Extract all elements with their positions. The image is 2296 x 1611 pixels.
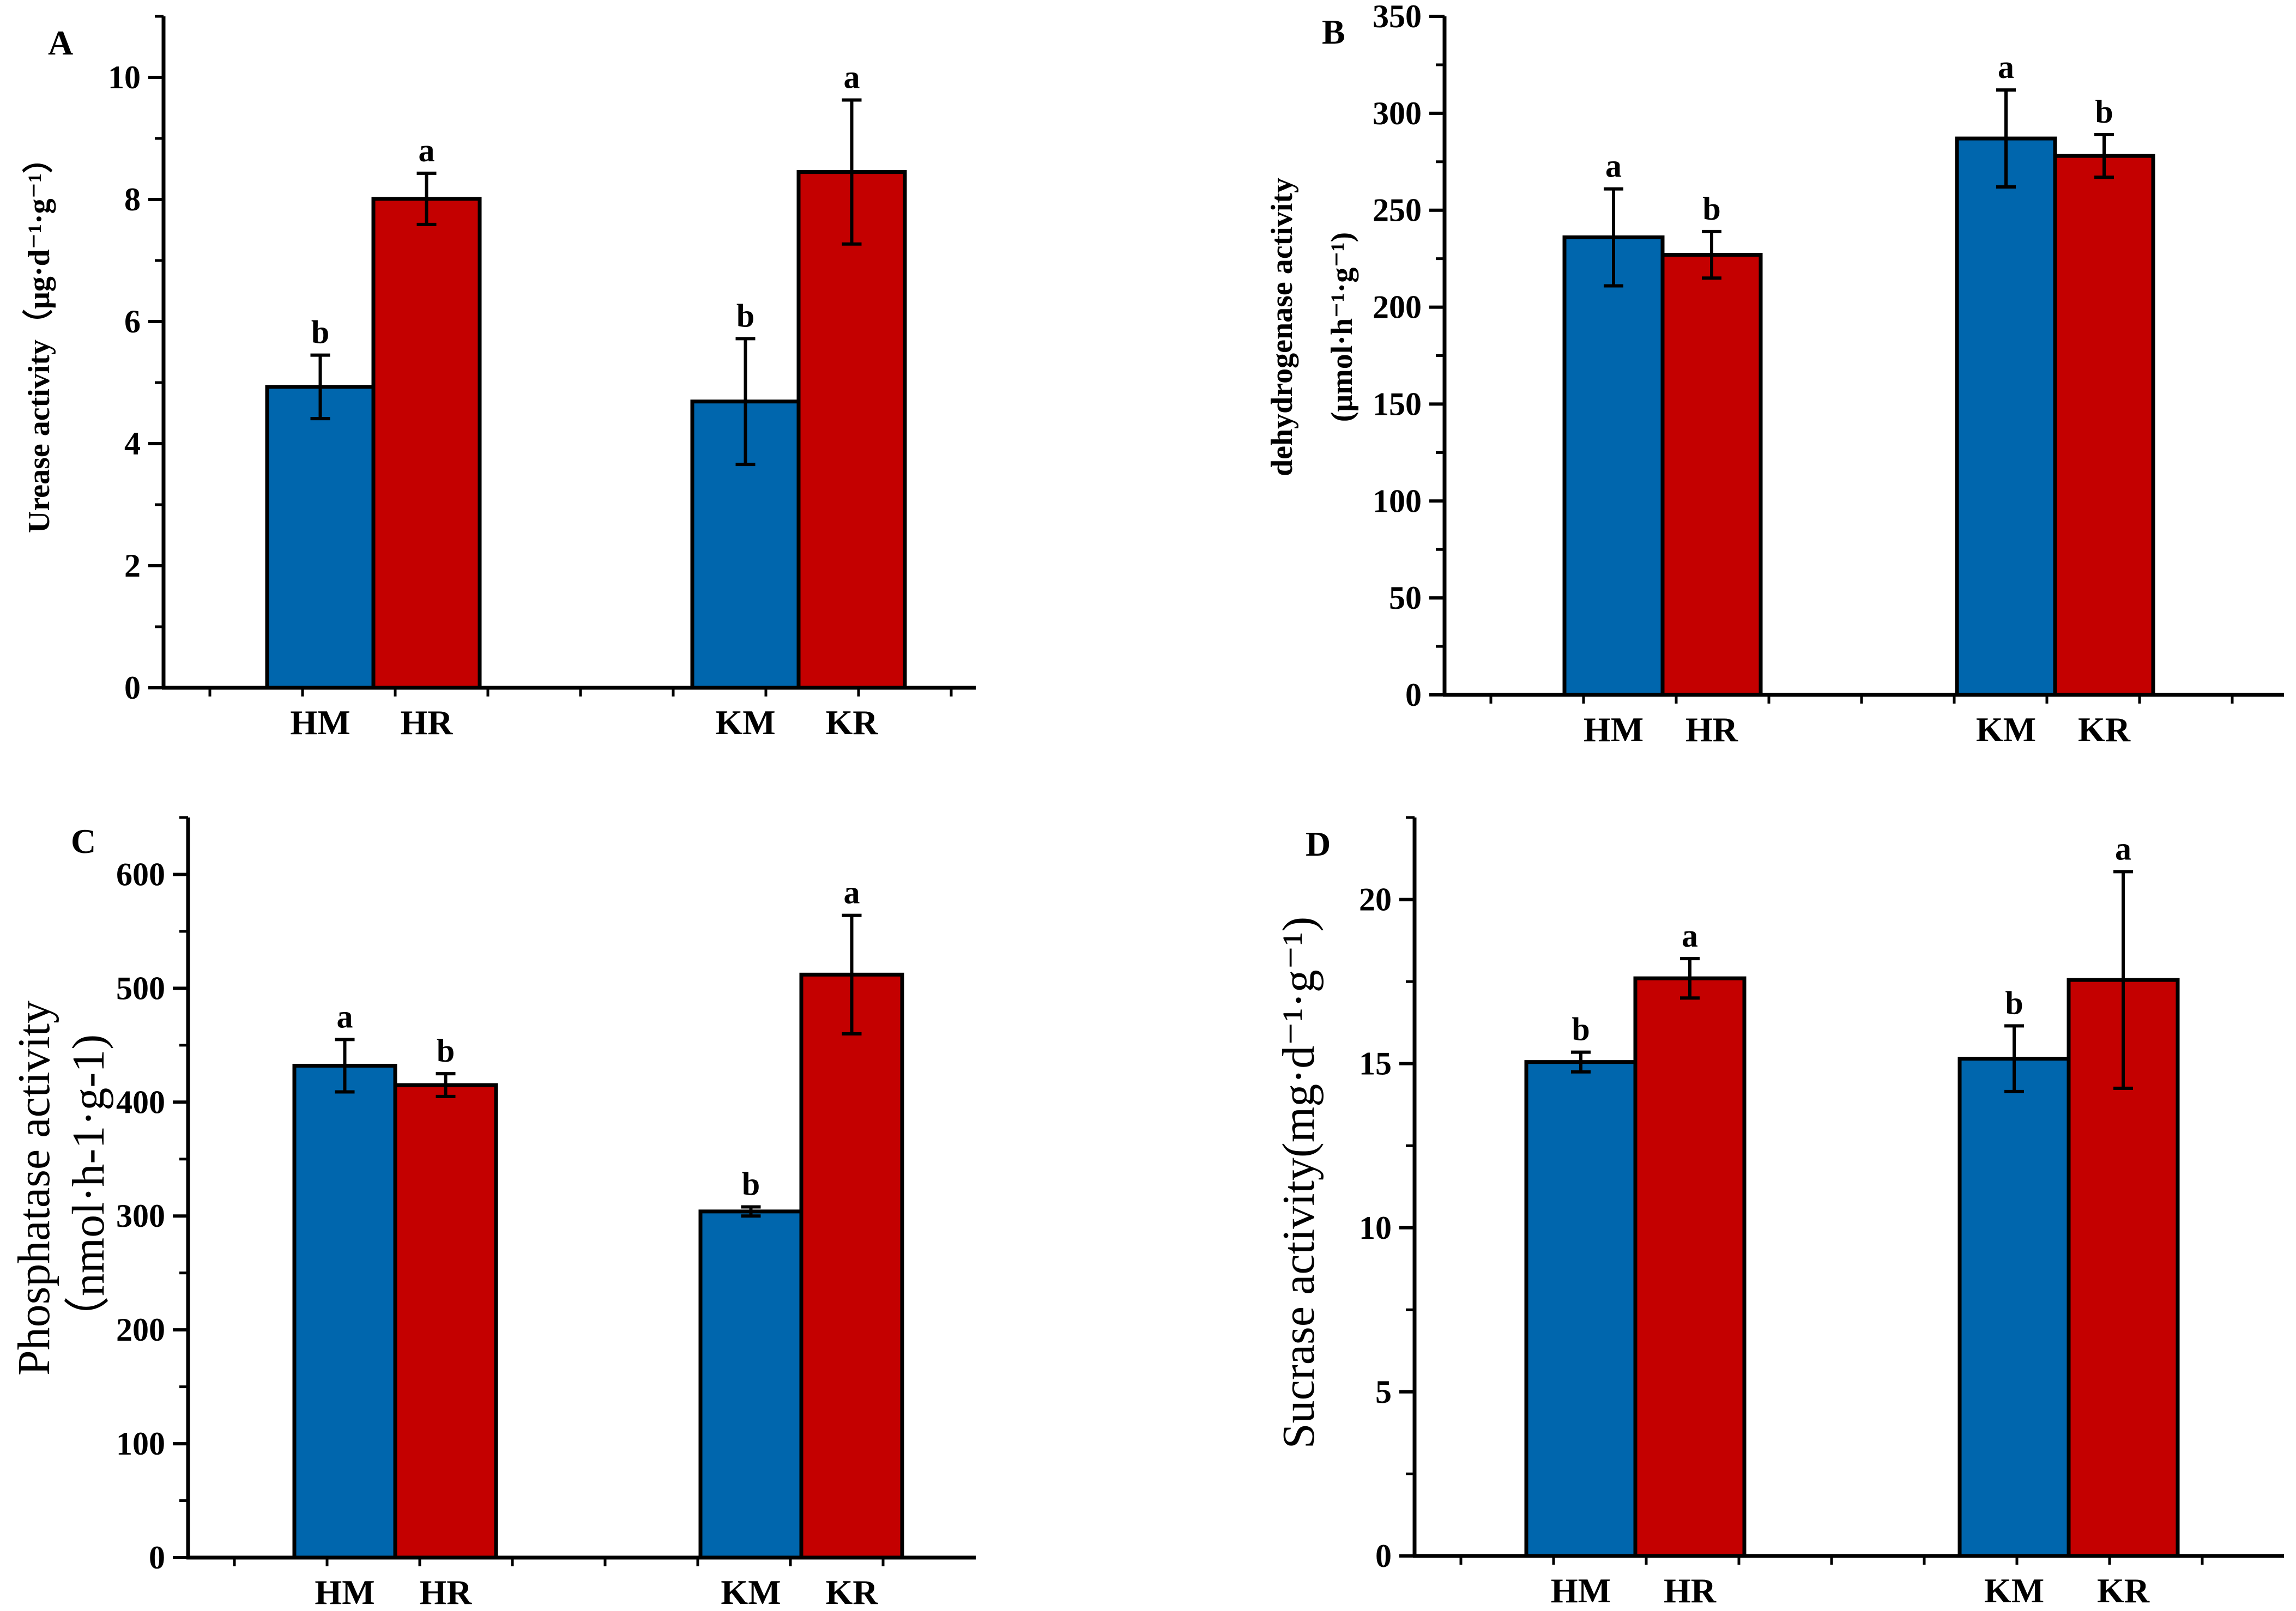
category-label-KR: KR	[2097, 1571, 2150, 1610]
category-label-HM: HM	[290, 703, 350, 742]
panel-letter: B	[1322, 13, 1345, 51]
bar-KM	[1955, 136, 2057, 697]
y-tick-label: 5	[1375, 1374, 1392, 1410]
category-label-KR: KR	[2078, 710, 2131, 749]
y-tick-label: 250	[1373, 192, 1422, 228]
sig-letter-HR: b	[1702, 191, 1720, 227]
category-label-KM: KM	[715, 703, 775, 742]
bar-HM	[292, 1063, 397, 1560]
category-label-HM: HM	[315, 1573, 374, 1611]
sig-letter-KR: a	[844, 875, 860, 911]
bar-KR	[2053, 154, 2155, 697]
y-tick-label: 0	[149, 1540, 165, 1576]
bar-HR	[371, 197, 482, 690]
category-label-KM: KM	[1984, 1571, 2044, 1610]
panel-letter: C	[71, 822, 96, 861]
category-label-HM: HM	[1551, 1571, 1611, 1610]
y-axis-label: Phosphatase activity	[9, 1001, 59, 1376]
y-axis-label: Urease activity（μg·d⁻¹·g⁻¹）	[22, 143, 56, 533]
sig-letter-HM: a	[337, 998, 353, 1034]
y-tick-label: 20	[1359, 882, 1392, 918]
y-tick-label: 100	[116, 1426, 165, 1462]
y-tick-label: 10	[108, 59, 141, 95]
sig-letter-KR: a	[2115, 831, 2131, 867]
y-tick-label: 15	[1359, 1046, 1392, 1082]
y-tick-label: 50	[1389, 580, 1422, 616]
sig-letter-KM: b	[736, 298, 754, 334]
panel-A: b HM a HR b KM a KR 0 2 4 6 8 10 A Urease activity（μg·d…	[22, 15, 976, 742]
category-label-HM: HM	[1584, 710, 1644, 749]
sig-letter-HR: a	[1682, 918, 1698, 954]
bar-KR	[796, 170, 907, 690]
sig-letter-KR: a	[844, 59, 860, 95]
y-tick-label: 350	[1373, 0, 1422, 34]
y-axis-label: Sucrase activity(mg·d⁻¹·g⁻¹)	[1273, 917, 1324, 1449]
y-tick-label: 300	[1373, 95, 1422, 131]
sig-letter-KM: b	[742, 1166, 760, 1202]
y-axis-label: (μmol·h⁻¹·g⁻¹)	[1325, 232, 1359, 422]
y-tick-label: 150	[1373, 386, 1422, 422]
category-label-KM: KM	[721, 1573, 781, 1611]
y-tick-label: 8	[124, 181, 141, 217]
bar-HR	[1633, 976, 1747, 1558]
y-tick-label: 500	[116, 970, 165, 1006]
y-axis-label: （nmol·h-1·g-1)	[63, 1034, 114, 1342]
sig-letter-HR: b	[437, 1033, 455, 1069]
y-tick-label: 0	[1405, 677, 1422, 713]
sig-letter-HM: a	[1605, 148, 1622, 184]
bar-KR	[799, 972, 904, 1560]
y-tick-label: 200	[1373, 289, 1422, 325]
category-label-KM: KM	[1976, 710, 2036, 749]
y-tick-label: 0	[124, 670, 141, 706]
panel-B: a HM b HR a KM b KR 0 50 100 150 200 250 300 350 Bdehydr…	[1265, 0, 2284, 749]
y-tick-label: 600	[116, 856, 165, 892]
category-label-HR: HR	[1685, 710, 1738, 749]
sig-letter-KM: b	[2005, 985, 2023, 1021]
category-label-KR: KR	[826, 703, 879, 742]
bar-HM	[265, 385, 376, 690]
y-tick-label: 6	[124, 304, 141, 340]
y-tick-label: 10	[1359, 1210, 1392, 1246]
panel-C: a HM b HR b KM a KR 0 100 200 300 400 500 600 C Phosphat…	[9, 816, 976, 1611]
bar-HM	[1562, 235, 1665, 697]
panel-letter: D	[1306, 825, 1331, 863]
sig-letter-KM: a	[1998, 49, 2014, 85]
category-label-KR: KR	[826, 1573, 879, 1611]
bar-KM	[698, 1209, 803, 1560]
y-tick-label: 0	[1375, 1538, 1392, 1574]
category-label-HR: HR	[401, 703, 454, 742]
category-label-HR: HR	[420, 1573, 473, 1611]
panel-letter: A	[48, 23, 73, 62]
panel-D: b HM a HR b KM a KR 0 5 10 15 20 D Sucrase activity(mg…	[1273, 816, 2284, 1610]
category-label-HR: HR	[1664, 1571, 1717, 1610]
sig-letter-HM: b	[1572, 1012, 1590, 1047]
bar-HR	[393, 1083, 498, 1560]
y-tick-label: 300	[116, 1198, 165, 1234]
y-tick-label: 2	[124, 548, 141, 584]
y-tick-label: 200	[116, 1312, 165, 1348]
y-axis-label: dehydrogenase activity	[1265, 178, 1299, 476]
bar-HM	[1524, 1060, 1638, 1558]
sig-letter-KR: b	[2095, 94, 2113, 130]
sig-letter-HM: b	[311, 314, 329, 350]
y-tick-label: 4	[124, 426, 141, 462]
y-tick-label: 400	[116, 1084, 165, 1120]
bar-HR	[1660, 253, 1763, 697]
y-tick-label: 100	[1373, 483, 1422, 519]
bar-KM	[1957, 1057, 2071, 1558]
sig-letter-HR: a	[419, 132, 435, 168]
